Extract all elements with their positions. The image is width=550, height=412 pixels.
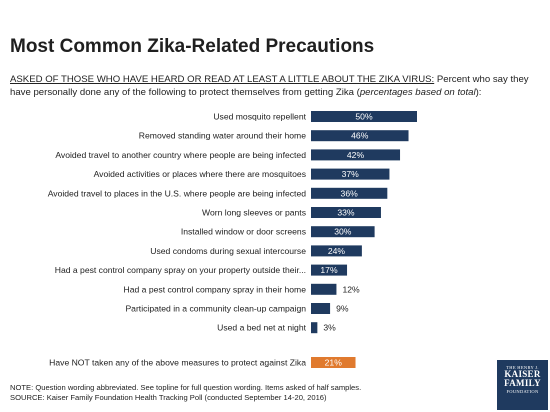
category-label: Had a pest control company spray in thei… [124, 284, 307, 294]
value-label: 17% [320, 265, 338, 275]
subtitle-body: Percent who say they have personally don… [10, 74, 529, 98]
category-label: Worn long sleeves or pants [202, 208, 306, 218]
value-label: 21% [325, 358, 343, 368]
bar [311, 264, 348, 276]
value-label: 37% [342, 169, 360, 179]
bar [311, 149, 401, 161]
kff-logo: THE HENRY J. KAISER FAMILY FOUNDATION [497, 360, 548, 410]
category-label: Used mosquito repellent [213, 112, 306, 122]
category-label: Have NOT taken any of the above measures… [49, 358, 306, 368]
value-label: 30% [334, 227, 352, 237]
subtitle-italic: percentages based on total [359, 87, 476, 98]
bar [311, 111, 417, 122]
source-text: SOURCE: Kaiser Family Foundation Health … [10, 393, 327, 402]
value-label: 33% [337, 208, 355, 218]
bar [311, 130, 409, 142]
value-label: 12% [342, 284, 360, 294]
subtitle-end: ): [475, 87, 482, 98]
bar [311, 283, 337, 295]
bar [311, 207, 381, 218]
logo-line2: FAMILY [504, 378, 541, 388]
footnote: NOTE: Question wording abbreviated. See … [10, 383, 361, 403]
value-label: 46% [351, 131, 369, 141]
bar-highlight [311, 357, 356, 368]
value-label: 3% [323, 323, 336, 333]
chart-subtitle: ASKED OF THOSE WHO HAVE HEARD OR READ AT… [10, 73, 540, 99]
logo-bottom-text: FOUNDATION [506, 389, 539, 394]
chart-title: Most Common Zika-Related Precautions [10, 36, 375, 57]
category-label: Had a pest control company spray on your… [55, 265, 306, 275]
category-label: Installed window or door screens [181, 227, 306, 237]
bar [311, 322, 318, 334]
bar [311, 168, 390, 180]
value-label: 42% [347, 150, 365, 160]
category-label: Avoided travel to another country where … [55, 150, 306, 160]
bar [311, 245, 362, 257]
value-label: 36% [341, 188, 359, 198]
category-label: Used a bed net at night [217, 323, 306, 333]
logo-top-text: THE HENRY J. [506, 365, 539, 370]
bar [311, 303, 331, 314]
category-label: Avoided travel to places in the U.S. whe… [48, 188, 307, 198]
category-label: Removed standing water around their home [139, 131, 306, 141]
bar [311, 226, 375, 238]
logo-line1: KAISER [504, 369, 541, 379]
value-label: 9% [336, 304, 349, 314]
bar [311, 187, 388, 199]
category-label: Used condoms during sexual intercourse [150, 246, 306, 256]
subtitle-prefix: ASKED OF THOSE WHO HAVE HEARD OR READ AT… [10, 74, 435, 85]
note-text: NOTE: Question wording abbreviated. See … [10, 383, 362, 392]
value-label: 50% [355, 112, 373, 122]
value-label: 24% [328, 246, 346, 256]
category-label: Avoided activities or places where there… [94, 169, 306, 179]
category-label: Participated in a community clean-up cam… [125, 304, 306, 314]
